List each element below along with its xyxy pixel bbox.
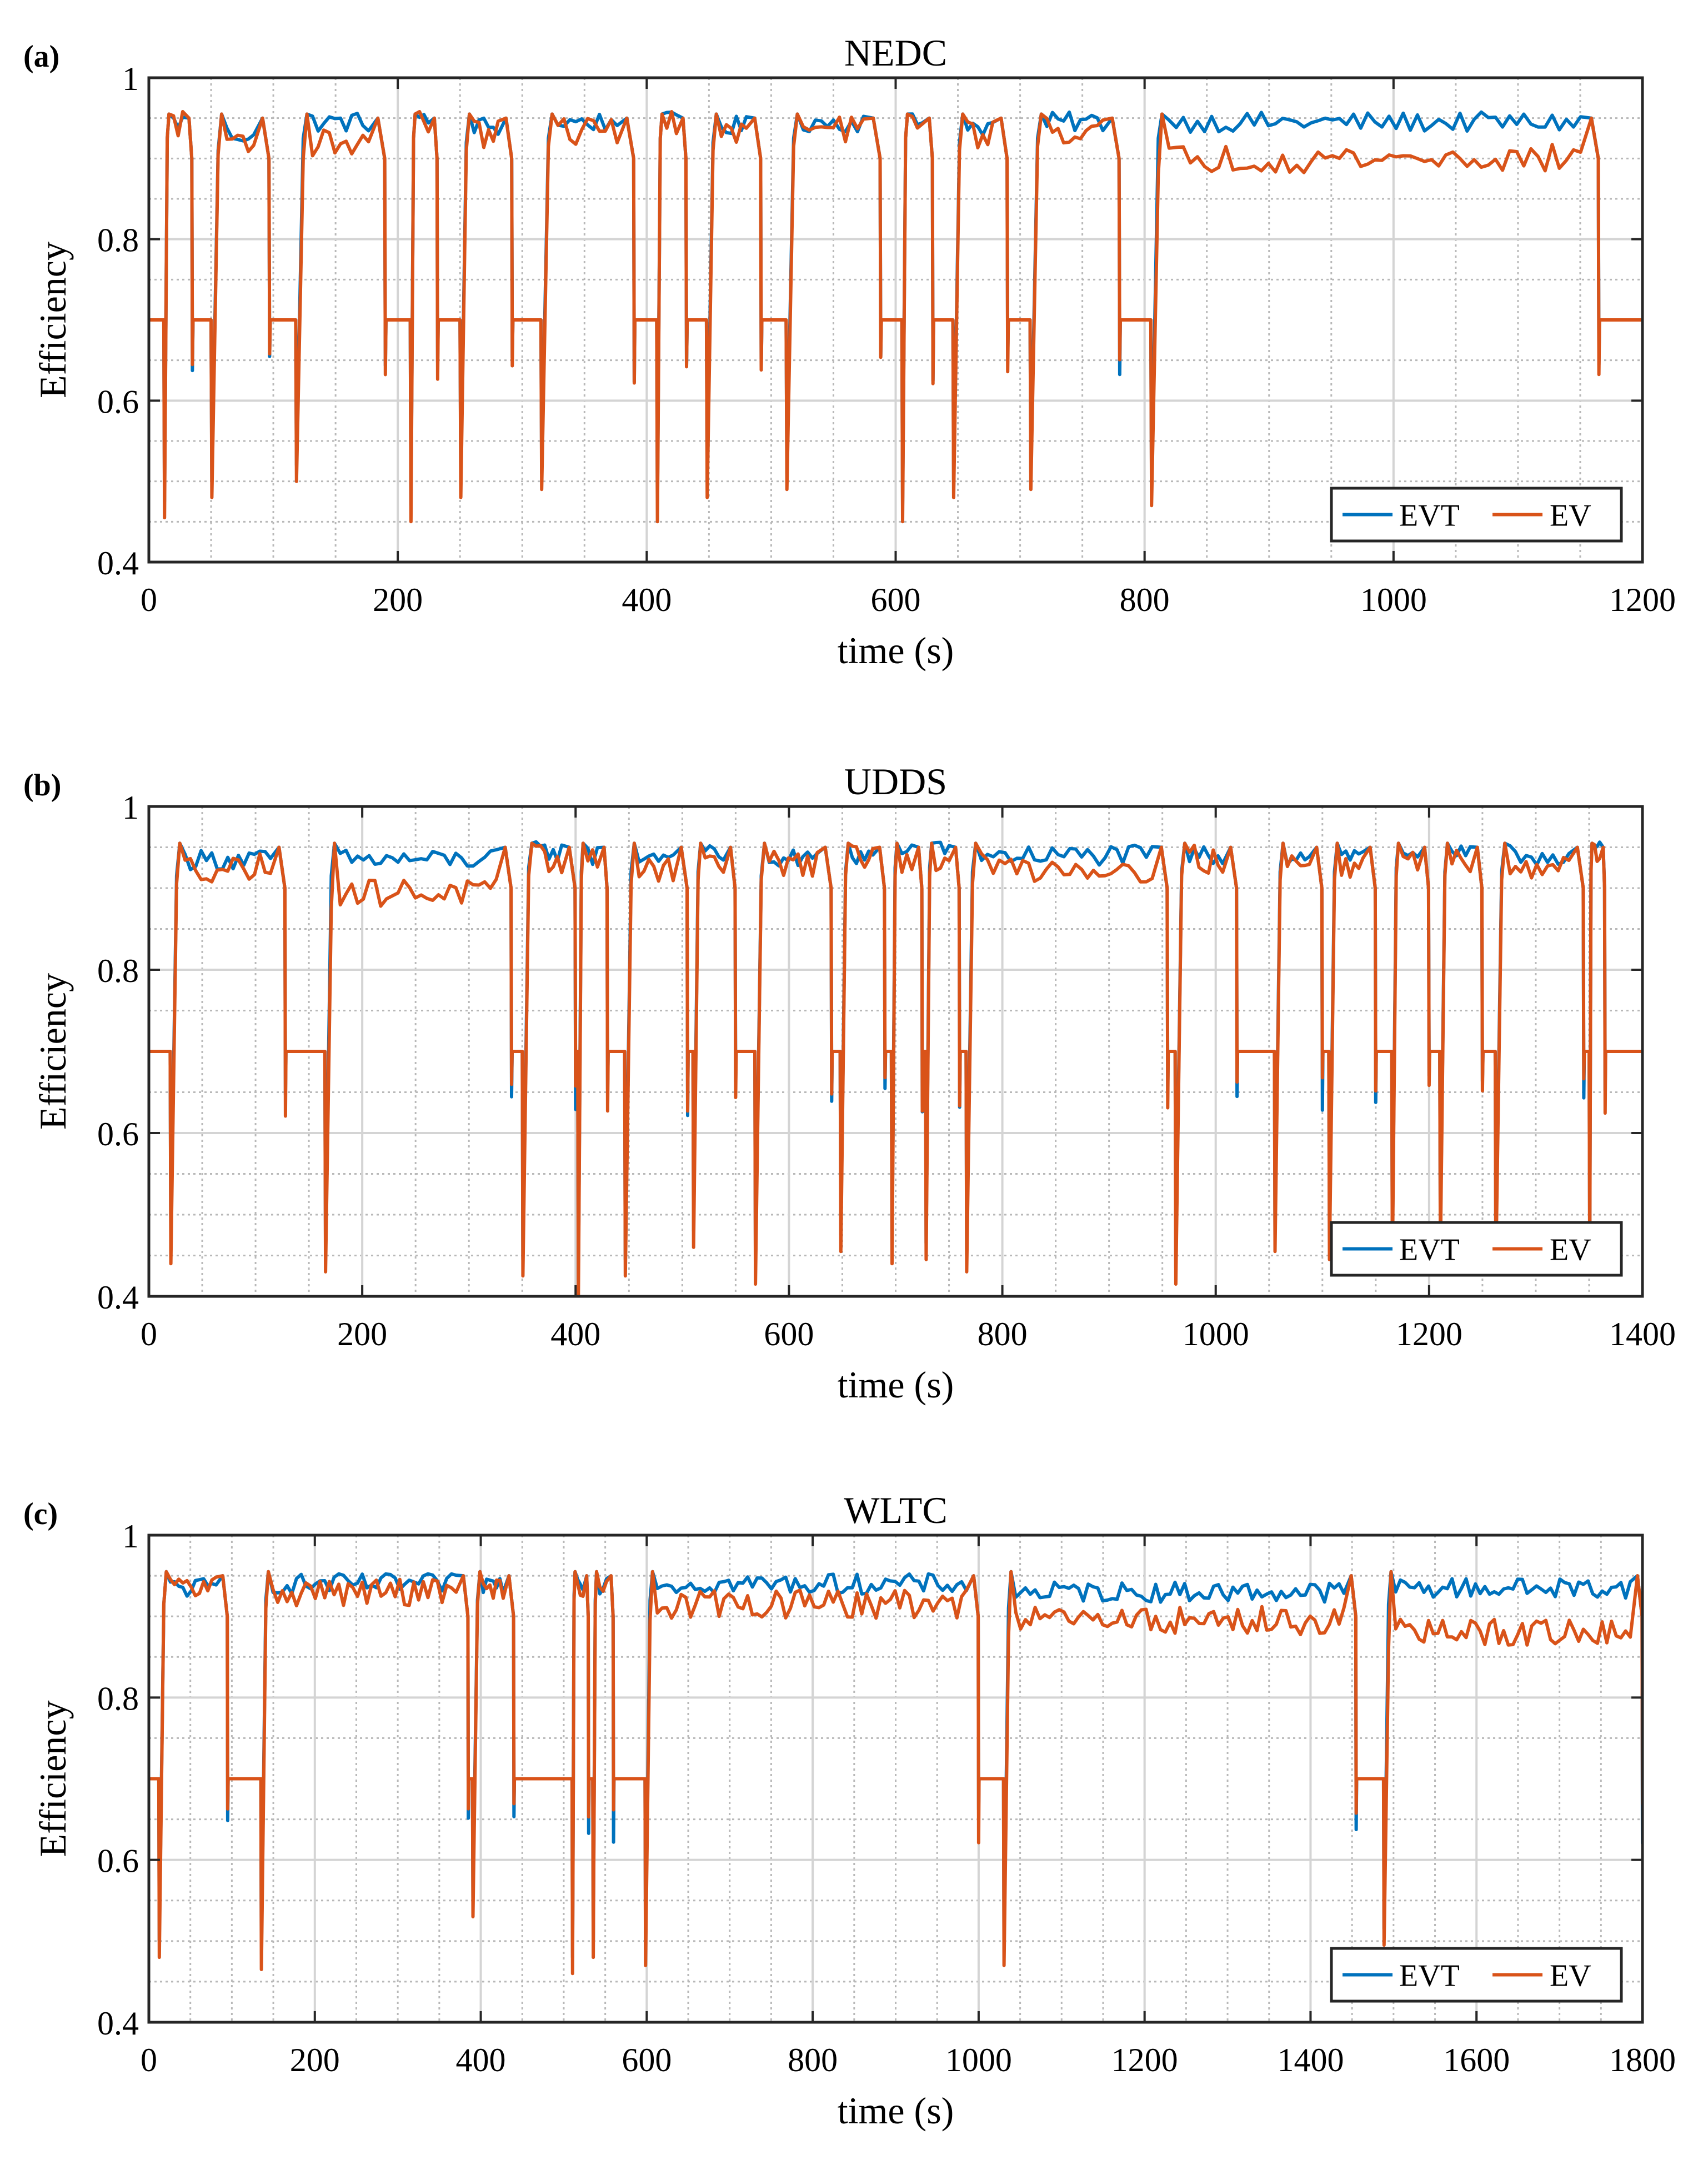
x-tick-label: 200: [373, 582, 423, 618]
x-tick-label: 1400: [1277, 2042, 1344, 2078]
y-tick-label: 0.4: [97, 545, 139, 582]
x-tick-label: 0: [141, 2042, 157, 2078]
series-line-ev: [149, 110, 1642, 524]
legend: EVT EV: [1330, 1221, 1623, 1277]
y-tick-label: 0.8: [97, 222, 139, 259]
y-tick-label: 0.4: [97, 2005, 139, 2042]
y-axis-label: Efficiency: [32, 973, 74, 1130]
series-line-evt: [149, 840, 1642, 1282]
x-tick-label: 600: [871, 582, 921, 618]
x-tick-label: 200: [290, 2042, 340, 2078]
x-tick-label: 800: [788, 2042, 838, 2078]
chart-title: WLTC: [844, 1489, 947, 1531]
y-tick-label: 1: [122, 1518, 139, 1555]
x-axis-label: time (s): [838, 2089, 954, 2132]
y-tick-label: 0.6: [97, 383, 139, 420]
legend-label-evt: EVT: [1399, 499, 1460, 533]
legend-label-evt: EVT: [1399, 1233, 1460, 1267]
x-axis-label: time (s): [838, 1364, 954, 1406]
x-tick-label: 200: [337, 1316, 387, 1352]
panel-label: (a): [23, 39, 59, 74]
series-line-ev: [149, 1570, 1642, 1976]
legend-label-ev: EV: [1550, 499, 1591, 533]
x-tick-label: 1000: [1183, 1316, 1249, 1352]
x-tick-label: 600: [622, 2042, 672, 2078]
axes-frame: [147, 1533, 1644, 2024]
panel-label: (b): [23, 768, 61, 803]
x-tick-label: 1600: [1443, 2042, 1510, 2078]
legend-box: [1330, 1221, 1623, 1277]
x-tick-label: 0: [141, 1316, 157, 1352]
y-tick-label: 0.8: [97, 953, 139, 989]
legend: EVT EV: [1330, 1947, 1623, 2003]
y-axis-label: Efficiency: [32, 242, 74, 398]
x-tick-label: 800: [978, 1316, 1028, 1352]
chart-title: UDDS: [844, 760, 947, 803]
series-line-ev: [149, 841, 1642, 1296]
x-tick-label: 1000: [1360, 582, 1427, 618]
panel-wltc: 0 200 400 600 800 1000 1200 1400 1600 1800 0.4 0.6 0…: [23, 1489, 1676, 2132]
legend-label-ev: EV: [1550, 1233, 1591, 1267]
x-tick-label: 1000: [945, 2042, 1012, 2078]
x-tick-label: 600: [764, 1316, 814, 1352]
legend-label-ev: EV: [1550, 1959, 1591, 1993]
x-tick-label: 400: [622, 582, 672, 618]
panel-udds: 0 200 400 600 800 1000 1200 1400 0.4 0.6 0.8 1 UDDS (…: [23, 760, 1676, 1406]
x-axis-label: time (s): [838, 629, 954, 671]
legend: EVT EV: [1330, 487, 1623, 543]
series-line-evt: [149, 1570, 1642, 1959]
x-tick-label: 1400: [1609, 1316, 1676, 1352]
axes-frame: [147, 805, 1644, 1298]
x-tick-label: 800: [1120, 582, 1170, 618]
y-axis-label: Efficiency: [32, 1701, 74, 1857]
y-tick-label: 0.6: [97, 1843, 139, 1880]
y-tick-label: 0.8: [97, 1680, 139, 1717]
x-tick-label: 1200: [1111, 2042, 1178, 2078]
y-tick-label: 1: [122, 789, 139, 826]
y-tick-label: 0.4: [97, 1279, 139, 1316]
legend-label-evt: EVT: [1399, 1959, 1460, 1993]
x-tick-label: 400: [456, 2042, 506, 2078]
x-tick-label: 1200: [1609, 582, 1676, 618]
y-tick-label: 0.6: [97, 1116, 139, 1152]
y-tick-label: 1: [122, 61, 139, 97]
x-tick-label: 0: [141, 582, 157, 618]
x-tick-label: 400: [550, 1316, 600, 1352]
panel-label: (c): [23, 1497, 58, 1531]
x-tick-label: 1800: [1609, 2042, 1676, 2078]
chart-title: NEDC: [844, 32, 947, 74]
panel-nedc: 0 200 400 600 800 1000 1200 0.4 0.6 0.8 1 NEDC (a) ti…: [23, 32, 1676, 671]
x-tick-label: 1200: [1396, 1316, 1462, 1352]
